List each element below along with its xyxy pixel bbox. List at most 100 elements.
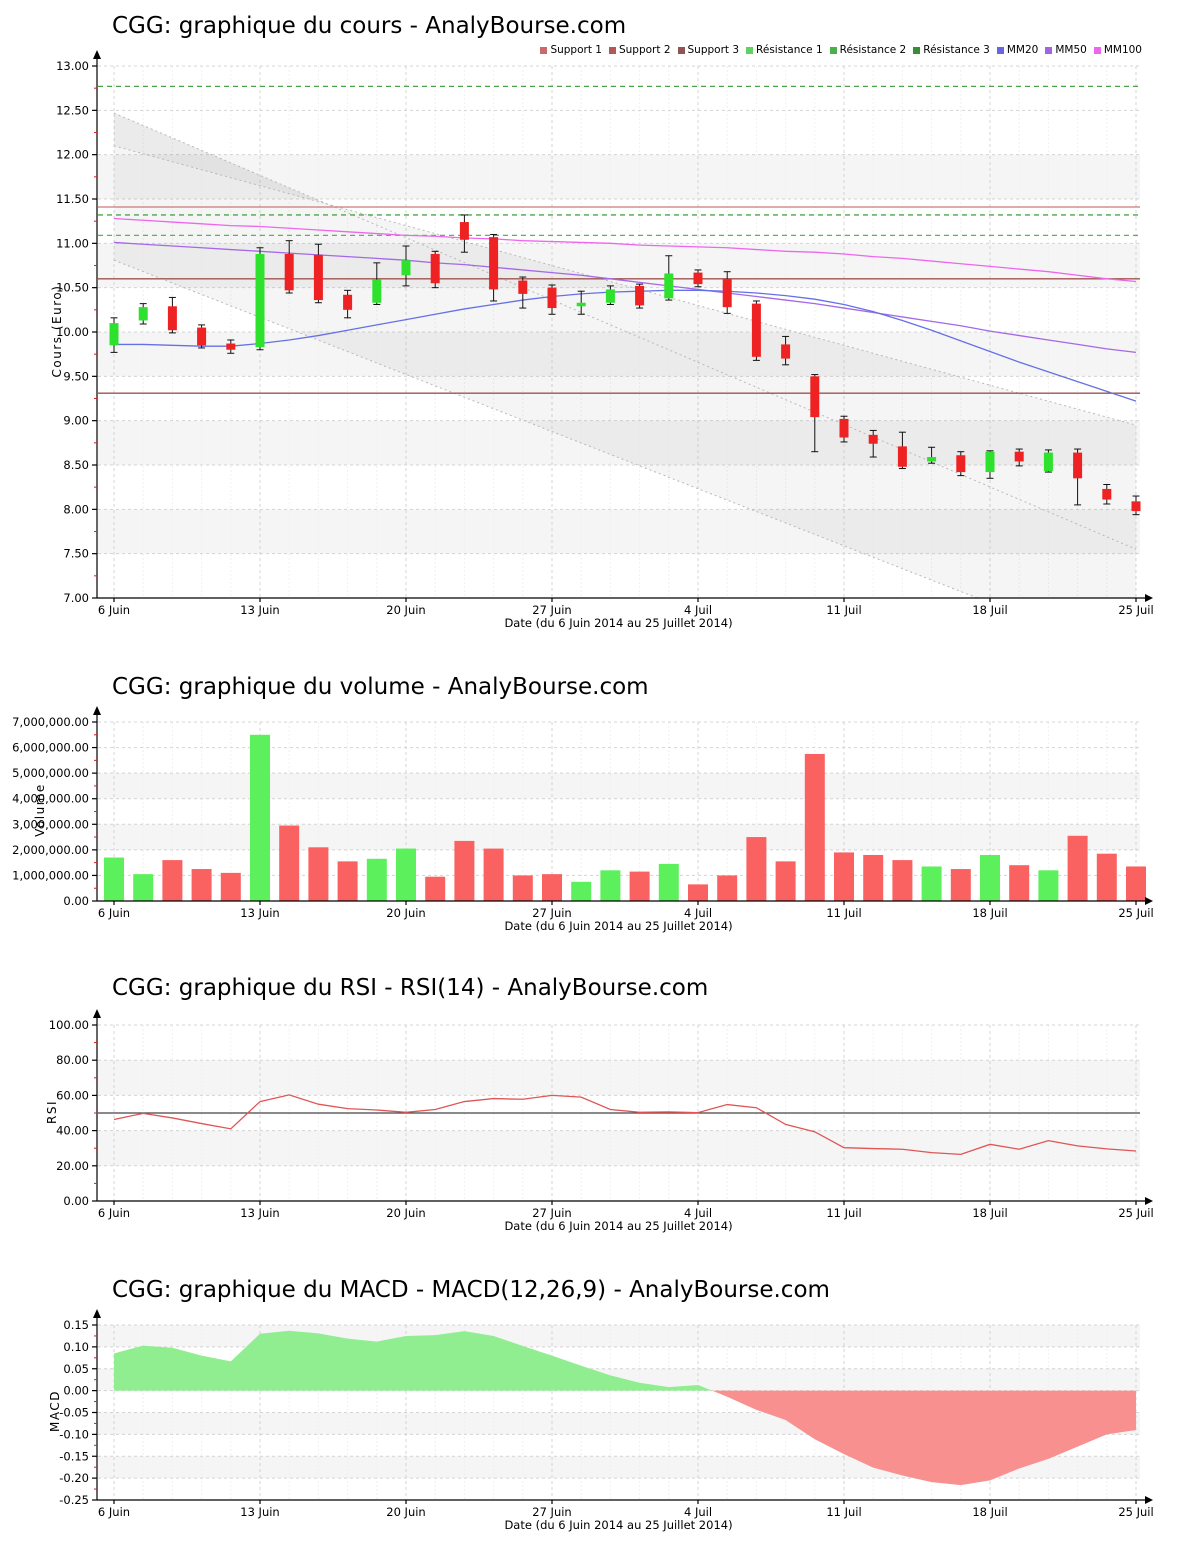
svg-text:10.00: 10.00 xyxy=(56,325,89,339)
svg-text:18 Juil: 18 Juil xyxy=(972,906,1007,920)
legend-item-mm100: MM100 xyxy=(1093,44,1142,56)
legend-swatch-icon xyxy=(829,46,837,54)
candle xyxy=(1073,448,1083,506)
candle xyxy=(664,255,674,301)
candle xyxy=(839,415,849,443)
svg-text:6 Juin: 6 Juin xyxy=(98,1505,130,1519)
svg-text:18 Juil: 18 Juil xyxy=(972,1206,1007,1220)
svg-text:0.10: 0.10 xyxy=(63,1340,89,1354)
legend-item-support-2: Support 2 xyxy=(608,44,671,56)
svg-text:25 Juil: 25 Juil xyxy=(1118,603,1153,617)
candle xyxy=(138,303,148,325)
legend-swatch-icon xyxy=(996,46,1004,54)
volume-bar xyxy=(571,881,592,901)
volume-bar xyxy=(483,848,504,901)
rsi-x-axis-caption: Date (du 6 Juin 2014 au 25 Juillet 2014) xyxy=(504,1219,733,1233)
rsi-chart-title: CGG: graphique du RSI - RSI(14) - AnalyB… xyxy=(112,975,709,1001)
svg-text:11 Juil: 11 Juil xyxy=(826,906,861,920)
volume-bar xyxy=(104,857,124,901)
svg-text:4 Juil: 4 Juil xyxy=(684,1206,712,1220)
candle xyxy=(284,240,294,294)
legend-label: Résistance 2 xyxy=(839,44,907,56)
volume-bar xyxy=(191,869,212,901)
svg-text:13.00: 13.00 xyxy=(56,59,89,73)
svg-text:7.00: 7.00 xyxy=(63,591,89,605)
candle xyxy=(1014,448,1024,467)
macd-x-axis-caption: Date (du 6 Juin 2014 au 25 Juillet 2014) xyxy=(504,1518,733,1532)
svg-text:-0.20: -0.20 xyxy=(59,1471,89,1485)
svg-text:13 Juin: 13 Juin xyxy=(240,906,279,920)
legend-label: Support 3 xyxy=(687,44,740,56)
candle xyxy=(635,283,645,309)
volume-bar xyxy=(600,870,621,901)
svg-text:0.00: 0.00 xyxy=(63,1384,89,1398)
macd-chart-title: CGG: graphique du MACD - MACD(12,26,9) -… xyxy=(112,1277,830,1303)
svg-text:0.00: 0.00 xyxy=(63,1194,89,1208)
svg-text:11.50: 11.50 xyxy=(56,192,89,206)
volume-bar xyxy=(921,866,942,901)
volume-bar xyxy=(162,860,183,901)
candle xyxy=(255,247,265,351)
volume-bar xyxy=(980,854,1000,901)
volume-bar xyxy=(950,869,971,901)
svg-text:-0.10: -0.10 xyxy=(59,1427,89,1441)
candle xyxy=(197,324,207,349)
volume-bar xyxy=(396,848,416,901)
volume-bar xyxy=(454,840,475,901)
candle xyxy=(751,300,761,361)
candlestick-series xyxy=(109,214,1141,516)
candle xyxy=(897,431,907,470)
svg-text:13 Juin: 13 Juin xyxy=(240,1206,279,1220)
volume-bar xyxy=(250,734,270,901)
svg-text:12.50: 12.50 xyxy=(56,103,89,117)
volume-bar xyxy=(804,753,825,901)
volume-bar xyxy=(892,860,913,901)
volume-bar xyxy=(425,876,446,901)
volume-bar xyxy=(863,854,884,901)
legend-item-support-1: Support 1 xyxy=(540,44,602,56)
volume-bar xyxy=(542,874,562,901)
legend-item-mm50: MM50 xyxy=(1045,44,1087,56)
svg-text:8.00: 8.00 xyxy=(63,502,89,516)
svg-text:27 Juin: 27 Juin xyxy=(532,906,571,920)
svg-text:4 Juil: 4 Juil xyxy=(684,1505,712,1519)
price-plot-area xyxy=(98,85,1141,598)
volume-bar xyxy=(688,884,708,901)
svg-text:25 Juil: 25 Juil xyxy=(1118,906,1153,920)
legend-label: Support 2 xyxy=(618,44,671,56)
svg-text:9.00: 9.00 xyxy=(63,414,89,428)
legend-label: Résistance 3 xyxy=(923,44,990,56)
candle xyxy=(518,276,528,309)
legend-label: MM50 xyxy=(1055,44,1087,56)
legend-swatch-icon xyxy=(677,46,685,54)
candle xyxy=(956,451,966,477)
svg-text:25 Juil: 25 Juil xyxy=(1118,1206,1153,1220)
legend-swatch-icon xyxy=(1045,46,1053,54)
svg-text:6 Juin: 6 Juin xyxy=(98,603,130,617)
volume-bar xyxy=(308,847,329,901)
rsi-line xyxy=(113,1094,1137,1156)
legend-item-mm20: MM20 xyxy=(996,44,1038,56)
macd-area-negative xyxy=(712,1390,1136,1486)
candle xyxy=(927,446,937,464)
svg-text:7.50: 7.50 xyxy=(63,547,89,561)
legend-label: MM100 xyxy=(1103,44,1142,56)
volume-bar xyxy=(717,875,738,901)
svg-text:-0.25: -0.25 xyxy=(59,1493,89,1507)
legend-item-support-3: Support 3 xyxy=(677,44,740,56)
mm50-line xyxy=(113,241,1137,354)
svg-text:-0.15: -0.15 xyxy=(59,1449,89,1463)
candle xyxy=(810,374,820,453)
svg-text:18 Juil: 18 Juil xyxy=(972,1505,1007,1519)
volume-bar xyxy=(1067,835,1088,901)
candle xyxy=(459,214,469,253)
legend-item-r-sistance-2: Résistance 2 xyxy=(829,44,907,56)
candle xyxy=(693,269,703,288)
svg-text:13 Juin: 13 Juin xyxy=(240,1505,279,1519)
volume-x-axis-caption: Date (du 6 Juin 2014 au 25 Juillet 2014) xyxy=(504,919,733,933)
svg-text:20.00: 20.00 xyxy=(56,1159,89,1173)
volume-bar xyxy=(658,863,679,901)
svg-text:27 Juin: 27 Juin xyxy=(532,603,571,617)
svg-text:27 Juin: 27 Juin xyxy=(532,1206,571,1220)
